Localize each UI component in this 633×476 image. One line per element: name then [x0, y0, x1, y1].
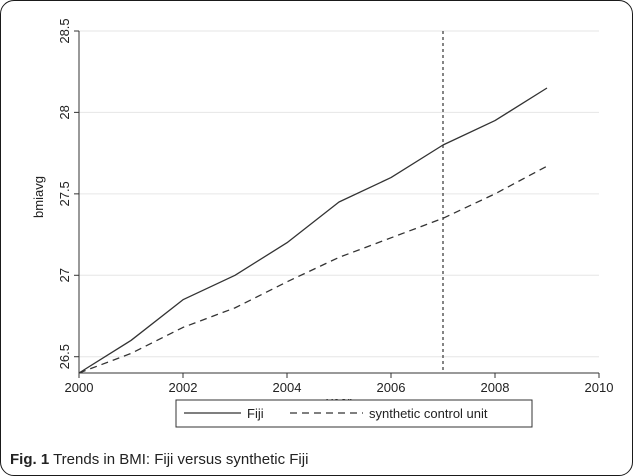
- legend-label-synthetic: synthetic control unit: [369, 406, 488, 421]
- y-tick-label-3: 28: [57, 105, 72, 119]
- y-tick-label-1: 27: [57, 268, 72, 282]
- y-tick-label-2: 27.5: [57, 181, 72, 206]
- x-tick-label-4: 2008: [481, 380, 510, 395]
- legend-label-fiji: Fiji: [247, 406, 264, 421]
- y-tick-label-4: 28.5: [57, 18, 72, 43]
- figure-caption: Fig. 1 Trends in BMI: Fiji versus synthe…: [10, 448, 308, 472]
- figure-caption-text: Trends in BMI: Fiji versus synthetic Fij…: [49, 451, 309, 468]
- tick-labels: 2000 2002 2004 2006 2008 2010 26.5 27 27.5 28 28.5: [57, 18, 613, 395]
- x-tick-label-5: 2010: [585, 380, 614, 395]
- axes: [74, 30, 600, 378]
- legend: Fiji synthetic control unit: [175, 399, 533, 428]
- y-tick-label-0: 26.5: [57, 344, 72, 369]
- gridlines: [79, 30, 599, 358]
- x-tick-label-1: 2002: [169, 380, 198, 395]
- x-tick-label-0: 2000: [65, 380, 94, 395]
- line-chart: 2000 2002 2004 2006 2008 2010 26.5 27 27.5 28 28.5…: [31, 18, 613, 428]
- figure-caption-label: Fig. 1: [10, 451, 50, 468]
- x-tick-label-2: 2004: [273, 380, 302, 395]
- x-tick-label-3: 2006: [377, 380, 406, 395]
- series-line-1: [78, 165, 548, 374]
- series-lines: [78, 87, 548, 374]
- series-line-0: [78, 87, 548, 374]
- y-axis-label: bmiavg: [31, 176, 46, 218]
